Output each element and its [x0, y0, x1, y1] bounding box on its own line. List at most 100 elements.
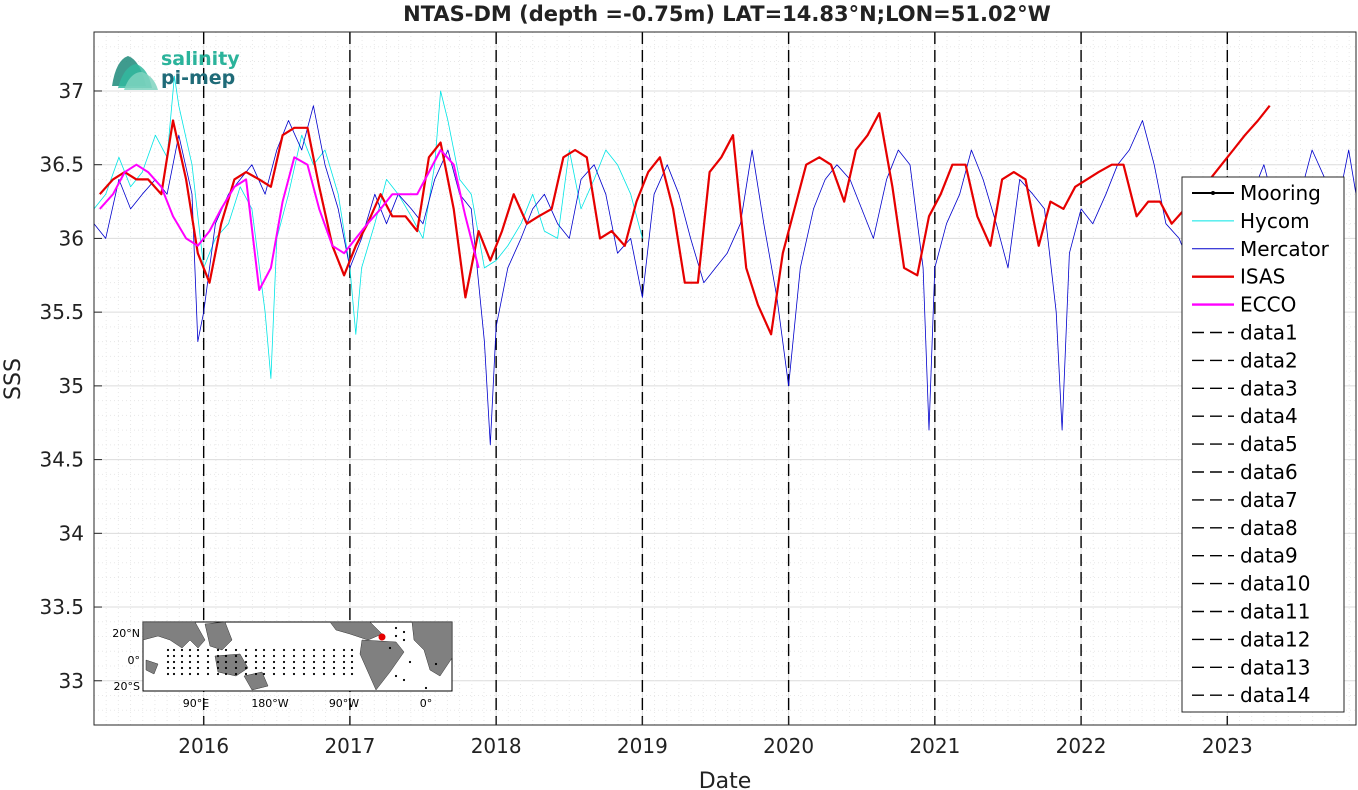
x-tick-label: 2022 — [1056, 734, 1107, 758]
map-station-dot — [262, 660, 266, 664]
map-station-dot — [424, 686, 428, 690]
map-station-dot — [196, 648, 200, 652]
map-station-dot — [216, 672, 220, 676]
map-station-dot — [216, 666, 220, 670]
legend-item-data11: data11 — [1192, 600, 1311, 624]
x-axis-label: Date — [699, 769, 752, 790]
map-station-dot — [254, 648, 258, 652]
map-station-dot — [394, 674, 398, 678]
map-lat-label-20s: 20°S — [114, 680, 140, 693]
legend-item-data12: data12 — [1192, 627, 1311, 651]
map-station-dot — [180, 672, 184, 676]
map-lat-label-20n: 20°N — [112, 627, 140, 640]
map-station-dot — [188, 660, 192, 664]
series-line-hycom — [93, 75, 643, 379]
map-station-dot — [172, 672, 176, 676]
legend-label: data13 — [1240, 655, 1311, 679]
x-tick-label: 2018 — [471, 734, 522, 758]
logo: salinity pi-mep — [112, 48, 240, 90]
map-station-dot — [312, 666, 316, 670]
x-tick-label: 2019 — [617, 734, 668, 758]
map-station-dot — [332, 660, 336, 664]
x-tick-label: 2020 — [763, 734, 814, 758]
map-station-dot — [254, 660, 258, 664]
map-station-dot — [350, 660, 354, 664]
map-lat-label-0: 0° — [128, 654, 141, 667]
x-tick-label: 2016 — [178, 734, 229, 758]
legend-label: data10 — [1240, 572, 1311, 596]
map-station-dot — [322, 648, 326, 652]
x-axis: 2016 2017 2018 2019 2020 2021 2022 2023 — [178, 717, 1253, 758]
legend-label: ECCO — [1240, 293, 1296, 317]
legend-item-ecco: ECCO — [1192, 293, 1296, 317]
map-station-dot — [172, 654, 176, 658]
y-tick-label: 34 — [59, 521, 84, 545]
map-station-dot — [234, 654, 238, 658]
map-station-dot — [224, 660, 228, 664]
map-station-dot — [272, 672, 276, 676]
map-station-dot — [292, 666, 296, 670]
legend-label: data9 — [1240, 544, 1298, 568]
map-station-dot — [254, 666, 258, 670]
x-tick-label: 2023 — [1202, 734, 1253, 758]
map-station-dot — [350, 648, 354, 652]
map-station-dot — [292, 660, 296, 664]
legend-item-data4: data4 — [1192, 404, 1298, 428]
legend-marker — [1211, 191, 1215, 195]
y-tick-label: 37 — [59, 79, 84, 103]
map-station-dot — [224, 648, 228, 652]
legend-label: data12 — [1240, 627, 1311, 651]
legend-label: data14 — [1240, 683, 1311, 707]
map-station-dot — [402, 678, 406, 682]
map-station-dot — [206, 672, 210, 676]
map-station-dot — [166, 654, 170, 658]
logo-text-pimep: pi-mep — [161, 67, 235, 89]
map-station-dot — [388, 646, 392, 650]
map-station-dot — [402, 638, 406, 642]
legend-item-data5: data5 — [1192, 432, 1298, 456]
map-land — [142, 621, 453, 691]
map-station-dot — [292, 654, 296, 658]
map-lon-label-180w: 180°W — [251, 697, 288, 710]
y-tick-label: 33 — [59, 669, 84, 693]
map-station-dot — [394, 626, 398, 630]
map-station-dot — [262, 666, 266, 670]
inset-map: 20°N 0° 20°S 90°E 180°W 90°W 0° — [112, 621, 453, 710]
legend-item-data9: data9 — [1192, 544, 1298, 568]
map-station-dot — [402, 630, 406, 634]
legend-label: data1 — [1240, 321, 1298, 345]
map-station-dot — [322, 672, 326, 676]
legend-item-data14: data14 — [1192, 683, 1311, 707]
map-station-dot — [394, 634, 398, 638]
map-station-dot — [234, 660, 238, 664]
map-station-dot — [332, 648, 336, 652]
map-station-dot — [180, 666, 184, 670]
map-station-dot — [302, 654, 306, 658]
map-station-dot — [206, 660, 210, 664]
map-station-dot — [234, 648, 238, 652]
map-station-dot — [166, 660, 170, 664]
y-tick-label: 35 — [59, 374, 84, 398]
map-station-dot — [196, 660, 200, 664]
map-station-dot — [342, 666, 346, 670]
map-station-dot — [180, 648, 184, 652]
legend-label: Mercator — [1240, 237, 1330, 261]
map-station-dot — [224, 654, 228, 658]
map-station-dot — [292, 672, 296, 676]
map-station-dot — [282, 654, 286, 658]
x-tick-label: 2017 — [324, 734, 375, 758]
map-station-dot — [188, 666, 192, 670]
map-station-dot — [216, 654, 220, 658]
legend-item-data6: data6 — [1192, 460, 1298, 484]
map-station-dot — [312, 660, 316, 664]
legend-label: data6 — [1240, 460, 1298, 484]
legend-item-mercator: Mercator — [1192, 237, 1330, 261]
map-station-dot — [188, 648, 192, 652]
legend-item-data13: data13 — [1192, 655, 1311, 679]
map-lon-label-90w: 90°W — [329, 697, 359, 710]
map-station-dot — [282, 666, 286, 670]
map-station-dot — [166, 648, 170, 652]
legend-item-data3: data3 — [1192, 376, 1298, 400]
map-station-dot — [172, 648, 176, 652]
y-tick-label: 33.5 — [39, 595, 84, 619]
